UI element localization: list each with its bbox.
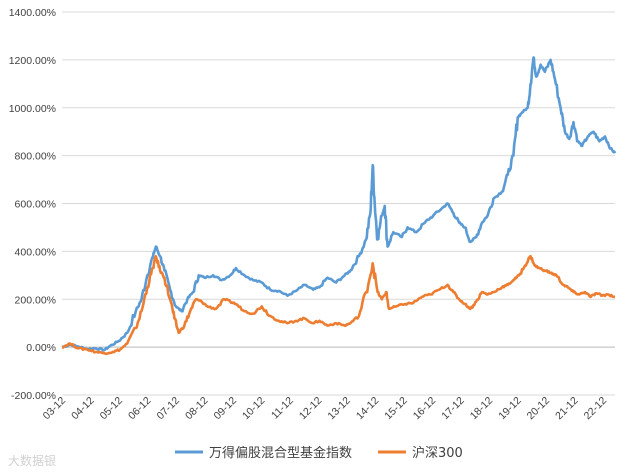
y-tick-label: 0.00% <box>26 342 56 354</box>
x-tick-label: 14-12 <box>354 395 382 423</box>
y-tick-label: -200.00% <box>11 390 56 402</box>
x-tick-label: 10-12 <box>240 395 268 423</box>
y-tick-label: 1200.00% <box>9 55 56 67</box>
x-tick-label: 04-12 <box>69 395 97 423</box>
x-tick-label: 22-12 <box>582 395 610 423</box>
y-axis: -200.00% 0.00% 200.00% 400.00% 600.00% 800.00… <box>9 7 56 402</box>
x-tick-label: 05-12 <box>98 395 126 423</box>
y-tick-label: 1400.00% <box>9 7 56 19</box>
y-tick-label: 1000.00% <box>9 103 56 115</box>
series-lines <box>61 56 617 356</box>
y-tick-label: 800.00% <box>15 151 56 163</box>
legend-label: 万得偏股混合型基金指数 <box>209 445 352 461</box>
x-tick-label: 19-12 <box>496 395 524 423</box>
x-tick-label: 09-12 <box>211 395 239 423</box>
x-tick-label: 07-12 <box>155 395 183 423</box>
x-tick-label: 11-12 <box>269 395 296 422</box>
legend-label: 沪深300 <box>412 445 463 461</box>
y-tick-label: 400.00% <box>15 246 56 258</box>
watermark-text: 大数据银 <box>8 454 57 468</box>
series-line-2 <box>61 254 616 356</box>
series-line-1 <box>61 56 617 352</box>
x-axis: 03-12 04-12 05-12 06-12 07-12 08-12 09-12 10-12… <box>41 346 615 423</box>
x-tick-label: 06-12 <box>126 395 154 423</box>
x-tick-label: 12-12 <box>297 395 325 423</box>
x-tick-label: 18-12 <box>468 395 496 423</box>
x-tick-label: 20-12 <box>525 395 553 423</box>
legend: 万得偏股混合型基金指数 沪深300 <box>175 445 463 461</box>
x-tick-label: 15-12 <box>382 395 410 423</box>
y-tick-label: 600.00% <box>15 199 56 211</box>
y-tick-label: 200.00% <box>15 294 56 306</box>
x-tick-label: 17-12 <box>439 395 467 423</box>
x-tick-label: 21-12 <box>553 395 581 423</box>
x-tick-label: 13-12 <box>325 395 353 423</box>
x-tick-label: 16-12 <box>411 395 439 423</box>
x-tick-label: 08-12 <box>183 395 211 423</box>
